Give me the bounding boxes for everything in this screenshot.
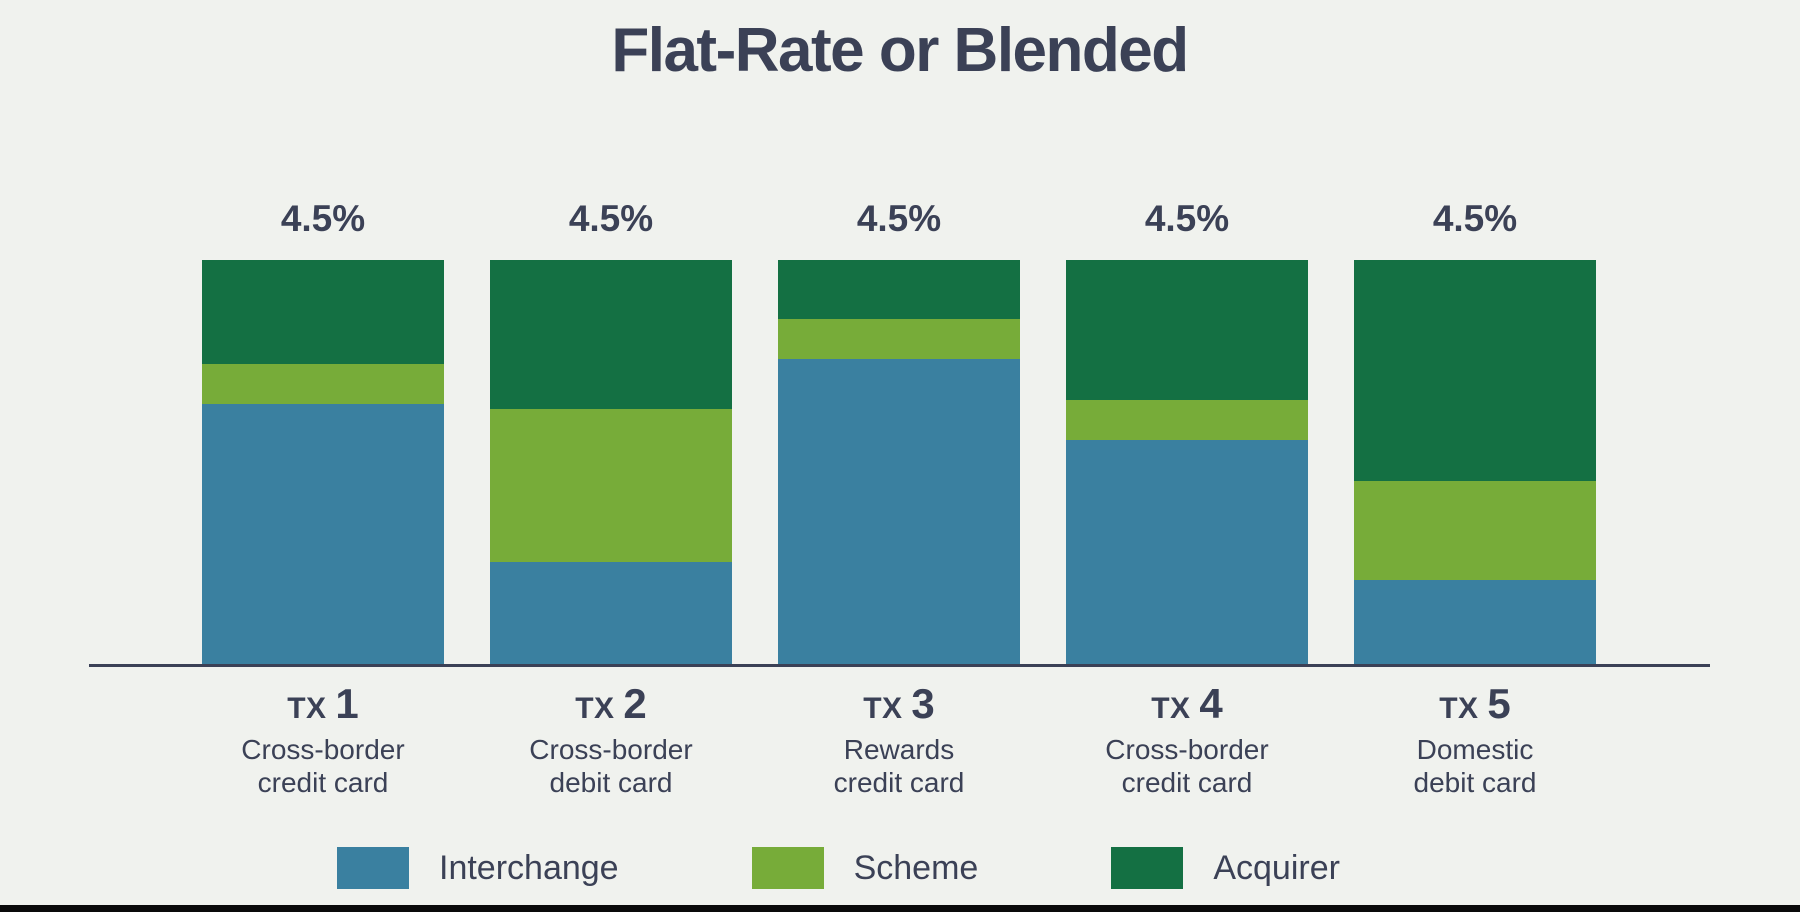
x-axis-category-description: Cross-border credit card	[179, 733, 467, 799]
description-line: Cross-border	[529, 734, 693, 765]
x-axis-category-label: TX 3	[778, 682, 1020, 726]
bar-segment-acquirer	[490, 260, 732, 409]
bar-total-label: 4.5%	[1144, 198, 1230, 239]
bar-segment-scheme	[778, 318, 1020, 360]
tx-prefix: TX	[287, 692, 336, 725]
bar-total-label: 4.5%	[1432, 198, 1518, 239]
bar-segment-scheme	[202, 363, 444, 405]
description-line: Cross-border	[1105, 734, 1269, 765]
stacked-bar	[778, 260, 1020, 666]
x-axis-category-label: TX 2	[490, 682, 732, 726]
x-axis-line	[89, 664, 1710, 667]
bar-total-label: 4.5%	[856, 198, 942, 239]
description-line: debit card	[549, 767, 673, 798]
x-axis-category-label: TX 5	[1354, 682, 1596, 726]
description-line: credit card	[257, 767, 389, 798]
legend-item-acquirer: Acquirer	[1111, 847, 1340, 889]
description-line: credit card	[833, 767, 965, 798]
tx-prefix: TX	[1439, 692, 1488, 725]
tx-prefix: TX	[1151, 692, 1200, 725]
chart-legend: Interchange Scheme Acquirer	[337, 847, 1340, 889]
bar-segment-scheme	[1354, 481, 1596, 581]
legend-label: Scheme	[853, 849, 979, 887]
stacked-bar	[1354, 260, 1596, 666]
description-line: debit card	[1413, 767, 1537, 798]
x-axis-category-description: Cross-border debit card	[467, 733, 755, 799]
stacked-bar	[202, 260, 444, 666]
footer-bar	[0, 905, 1800, 912]
description-line: Rewards	[843, 734, 955, 765]
bar-segment-acquirer	[202, 260, 444, 364]
tx-number: 4	[1199, 680, 1223, 727]
bar-segment-acquirer	[1354, 260, 1596, 482]
bar-segment-interchange	[778, 359, 1020, 666]
description-line: Cross-border	[241, 734, 405, 765]
bar-segment-scheme	[490, 408, 732, 563]
tx-number: 2	[623, 680, 647, 727]
bar-segment-interchange	[490, 562, 732, 666]
tx-number: 1	[335, 680, 359, 727]
description-line: Domestic	[1416, 734, 1534, 765]
stacked-bar	[490, 260, 732, 666]
tx-prefix: TX	[863, 692, 912, 725]
bar-segment-interchange	[1354, 580, 1596, 666]
bar-segment-interchange	[202, 404, 444, 666]
legend-item-interchange: Interchange	[337, 847, 619, 889]
description-line: credit card	[1121, 767, 1253, 798]
bar-segment-interchange	[1066, 440, 1308, 666]
chart-title: Flat-Rate or Blended	[611, 16, 1189, 85]
legend-item-scheme: Scheme	[751, 847, 979, 889]
x-axis-category-description: Cross-border credit card	[1043, 733, 1331, 799]
x-axis-category-description: Rewards credit card	[755, 733, 1043, 799]
legend-label: Interchange	[439, 849, 619, 887]
x-axis-category-description: Domestic debit card	[1331, 733, 1619, 799]
tx-number: 3	[911, 680, 935, 727]
bar-segment-acquirer	[778, 260, 1020, 319]
tx-number: 5	[1487, 680, 1511, 727]
legend-swatch	[751, 847, 824, 889]
x-axis-category-label: TX 4	[1066, 682, 1308, 726]
bar-segment-scheme	[1066, 399, 1308, 441]
stacked-bar	[1066, 260, 1308, 666]
bar-total-label: 4.5%	[568, 198, 654, 239]
x-axis-category-label: TX 1	[202, 682, 444, 726]
legend-swatch	[337, 847, 409, 889]
bar-segment-acquirer	[1066, 260, 1308, 400]
legend-label: Acquirer	[1213, 849, 1340, 887]
tx-prefix: TX	[575, 692, 624, 725]
bar-total-label: 4.5%	[280, 198, 366, 239]
legend-swatch	[1111, 847, 1184, 889]
